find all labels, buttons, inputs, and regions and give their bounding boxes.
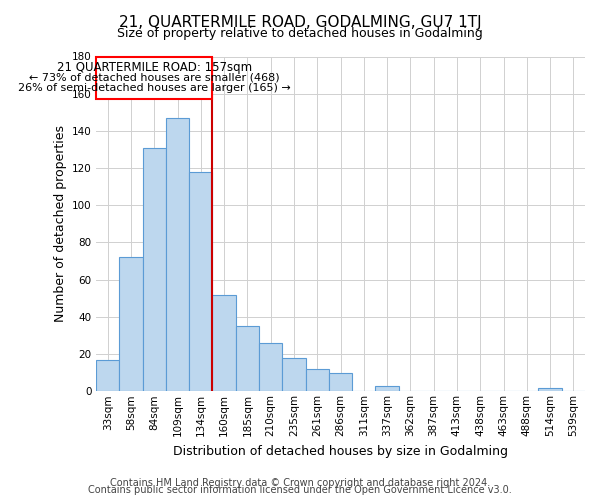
Bar xyxy=(305,369,329,392)
Text: 21, QUARTERMILE ROAD, GODALMING, GU7 1TJ: 21, QUARTERMILE ROAD, GODALMING, GU7 1TJ xyxy=(119,15,481,30)
Bar xyxy=(96,56,212,100)
Bar xyxy=(143,148,166,392)
Bar xyxy=(189,172,212,392)
Text: Size of property relative to detached houses in Godalming: Size of property relative to detached ho… xyxy=(117,28,483,40)
Bar xyxy=(212,294,236,392)
Bar xyxy=(538,388,562,392)
Text: ← 73% of detached houses are smaller (468): ← 73% of detached houses are smaller (46… xyxy=(29,72,280,83)
X-axis label: Distribution of detached houses by size in Godalming: Distribution of detached houses by size … xyxy=(173,444,508,458)
Text: Contains public sector information licensed under the Open Government Licence v3: Contains public sector information licen… xyxy=(88,485,512,495)
Bar xyxy=(166,118,189,392)
Bar xyxy=(259,343,282,392)
Y-axis label: Number of detached properties: Number of detached properties xyxy=(53,126,67,322)
Bar xyxy=(329,372,352,392)
Bar xyxy=(282,358,305,392)
Bar xyxy=(96,360,119,392)
Bar xyxy=(376,386,399,392)
Bar xyxy=(119,258,143,392)
Text: 26% of semi-detached houses are larger (165) →: 26% of semi-detached houses are larger (… xyxy=(18,84,290,94)
Text: 21 QUARTERMILE ROAD: 157sqm: 21 QUARTERMILE ROAD: 157sqm xyxy=(56,61,252,74)
Text: Contains HM Land Registry data © Crown copyright and database right 2024.: Contains HM Land Registry data © Crown c… xyxy=(110,478,490,488)
Bar xyxy=(236,326,259,392)
